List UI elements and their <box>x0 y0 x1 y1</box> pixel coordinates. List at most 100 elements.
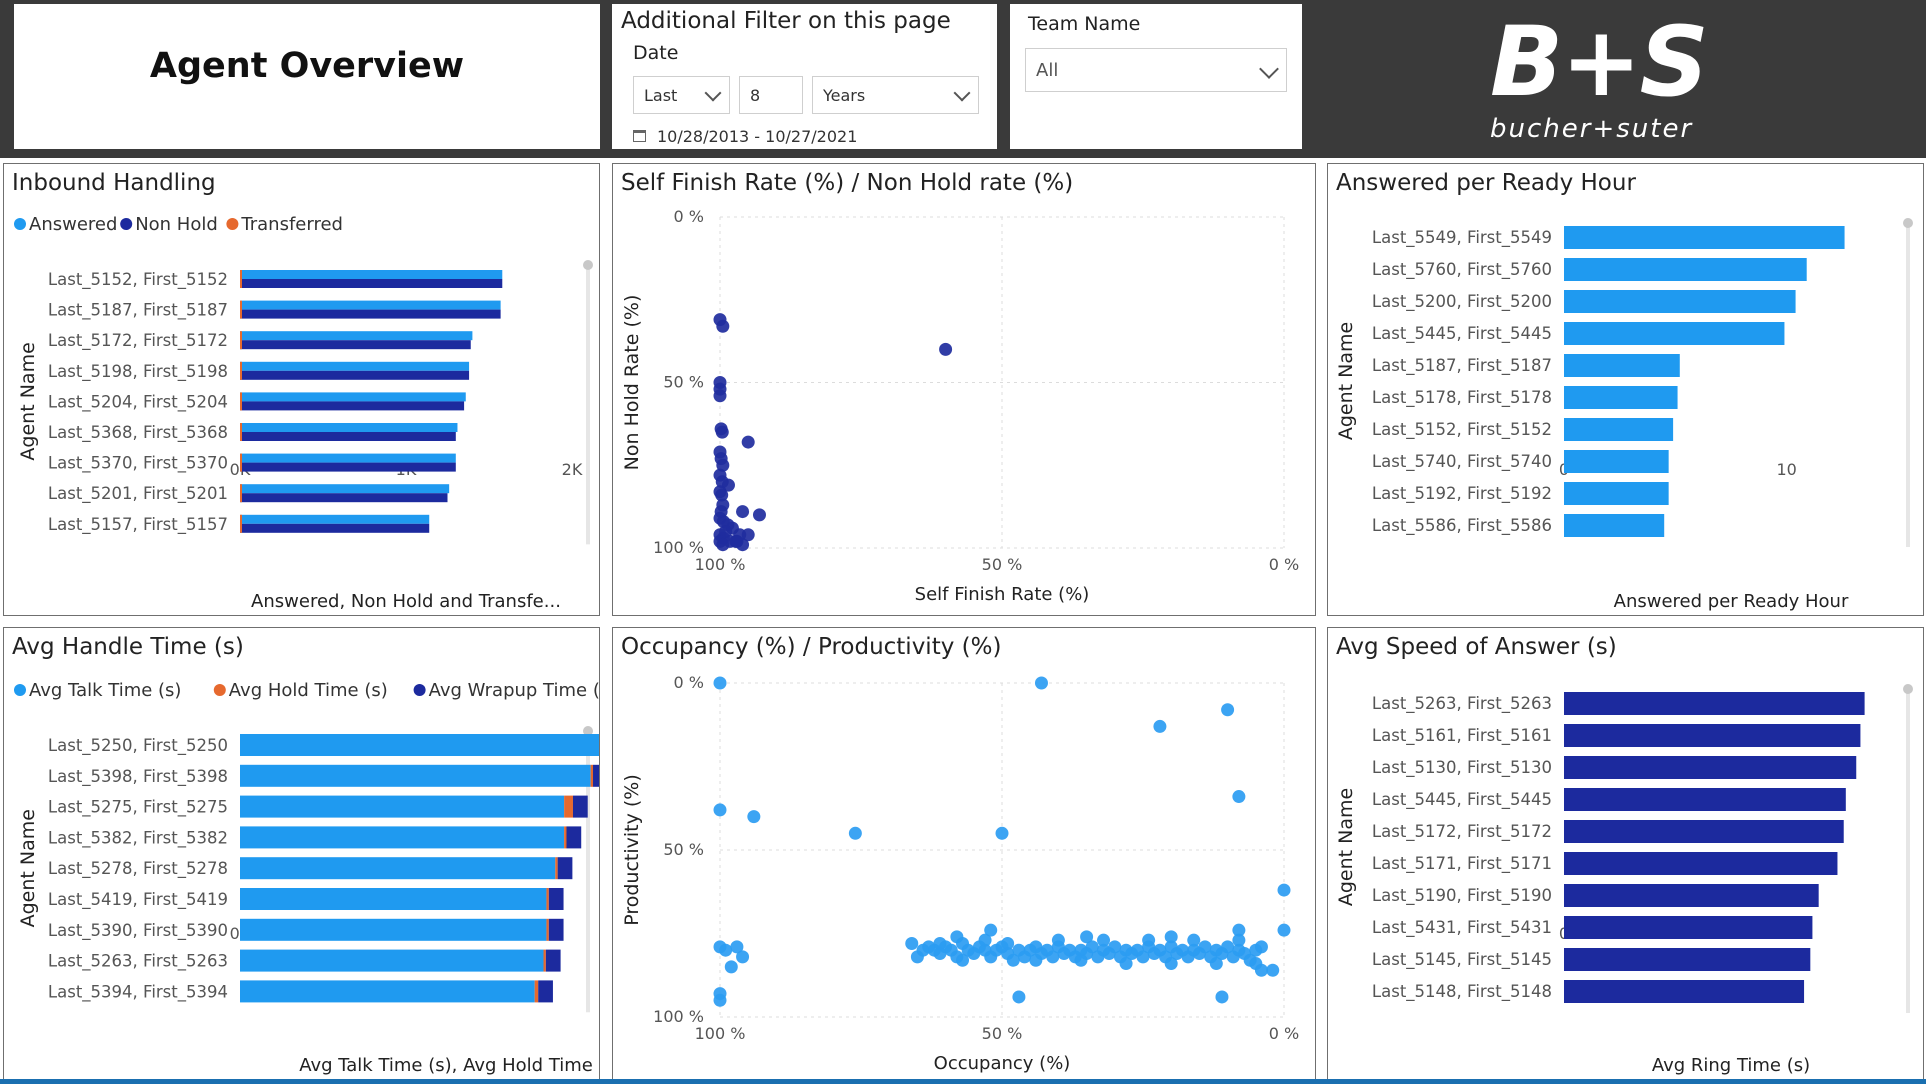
bar-hold-time <box>564 826 567 849</box>
scatter-point <box>978 933 992 947</box>
category-label: Last_5760, First_5760 <box>1372 260 1552 280</box>
scatter-point <box>1029 953 1043 967</box>
handle-chart: Avg Talk Time (s) Avg Hold Time (s) Avg Wr… <box>14 680 599 1076</box>
team-filter-card: Team Name All <box>1010 4 1302 149</box>
scatter-point <box>1232 933 1246 947</box>
date-unit-value: Years <box>823 85 866 105</box>
bar-non-hold <box>240 523 430 533</box>
bar-talk-time <box>240 826 565 849</box>
bar <box>1564 756 1857 779</box>
speed-title: Avg Speed of Answer (s) <box>1336 634 1617 660</box>
bar <box>1564 514 1665 537</box>
x-tick-label: 50 % <box>982 1024 1023 1043</box>
scatter-point <box>724 960 738 974</box>
date-unit-dropdown[interactable]: Years <box>812 76 979 114</box>
category-label: Last_5187, First_5187 <box>1372 356 1552 376</box>
scatter-point <box>736 950 750 964</box>
bar-non-hold <box>240 309 501 319</box>
selffinish-panel: Self Finish Rate (%) / Non Hold rate (%)… <box>612 163 1316 616</box>
bar-wrapup-time <box>548 888 564 910</box>
legend-label: Avg Talk Time (s) <box>29 680 181 701</box>
y-tick-label: 50 % <box>663 373 704 392</box>
bar-transferred <box>240 484 242 503</box>
bar-talk-time <box>240 888 547 910</box>
bar <box>1564 884 1819 907</box>
bar <box>1564 258 1807 281</box>
date-range-text: 10/28/2013 - 10/27/2021 <box>657 127 858 146</box>
category-label: Last_5250, First_5250 <box>48 736 228 756</box>
category-label: Last_5398, First_5398 <box>48 767 228 787</box>
scatter-point <box>950 930 964 944</box>
scatter-point <box>741 435 755 449</box>
y-tick-label: 100 % <box>653 1007 704 1026</box>
legend-marker <box>14 684 26 696</box>
y-axis-label: Agent Name <box>1335 322 1357 440</box>
bar-wrapup-time <box>593 764 599 787</box>
team-dropdown[interactable]: All <box>1025 48 1287 92</box>
bar-talk-time <box>240 980 535 1003</box>
category-label: Last_5740, First_5740 <box>1372 452 1552 472</box>
scatter-point <box>1034 676 1048 690</box>
scatter-point <box>1119 957 1133 971</box>
category-label: Last_5192, First_5192 <box>1372 484 1552 504</box>
category-label: Last_5172, First_5172 <box>48 331 228 351</box>
category-label: Last_5171, First_5171 <box>1372 854 1552 874</box>
chevron-down-icon <box>704 84 722 102</box>
bar <box>1564 226 1845 249</box>
bar <box>1564 948 1811 971</box>
date-mode-dropdown[interactable]: Last <box>633 76 730 114</box>
x-tick-label: 10 <box>1776 460 1796 479</box>
logo-mark: B+S <box>1490 6 1709 118</box>
bar-non-hold <box>240 401 465 411</box>
category-label: Last_5586, First_5586 <box>1372 516 1552 536</box>
scatter-point <box>1074 953 1088 967</box>
category-label: Last_5370, First_5370 <box>48 454 228 474</box>
legend-label: Transferred <box>240 214 343 235</box>
category-label: Last_5201, First_5201 <box>48 484 228 504</box>
scatter-point <box>1266 963 1280 977</box>
bar-transferred <box>240 331 242 350</box>
scatter-point <box>905 937 919 951</box>
inbound-title: Inbound Handling <box>12 170 216 196</box>
inbound-panel: Inbound Handling Answered Non Hold Transfe… <box>3 163 600 616</box>
scatter-point <box>719 943 733 957</box>
category-label: Last_5145, First_5145 <box>1372 950 1552 970</box>
x-tick-label: 100 % <box>695 555 746 574</box>
bar <box>1564 724 1861 747</box>
scatter-point <box>1085 940 1099 954</box>
legend-marker <box>213 684 226 696</box>
category-label: Last_5161, First_5161 <box>1372 726 1552 746</box>
x-axis-label: Self Finish Rate (%) <box>915 584 1090 605</box>
scatter-point <box>715 425 729 439</box>
date-filter-card: Additional Filter on this page Date Last… <box>612 4 997 149</box>
team-value: All <box>1036 59 1059 81</box>
x-axis-label: Avg Ring Time (s) <box>1652 1055 1810 1076</box>
x-tick-label: 100 % <box>695 1024 746 1043</box>
category-label: Last_5419, First_5419 <box>48 890 228 910</box>
bar-transferred <box>240 453 242 472</box>
date-number-input[interactable]: 8 <box>739 76 803 114</box>
company-logo: B+S bucher+suter <box>1480 6 1780 150</box>
bar-non-hold <box>240 462 456 472</box>
bar-answered <box>240 484 450 494</box>
x-tick-label: 0 % <box>1269 1024 1299 1043</box>
scatter-point <box>713 803 727 817</box>
filter-title: Additional Filter on this page <box>621 8 951 34</box>
scatter-point <box>1164 930 1178 944</box>
bar-hold-time <box>534 980 539 1003</box>
scatter-point <box>1198 940 1212 954</box>
bar-talk-time <box>240 949 544 972</box>
legend-marker <box>120 218 133 230</box>
y-tick-label: 50 % <box>663 840 704 859</box>
legend-marker <box>226 218 239 230</box>
scatter-point <box>1187 933 1201 947</box>
category-label: Last_5431, First_5431 <box>1372 918 1552 938</box>
handle-title: Avg Handle Time (s) <box>12 634 244 660</box>
logo-text: bucher+suter <box>1490 114 1694 144</box>
y-axis-label: Non Hold Rate (%) <box>621 295 643 471</box>
bar-answered <box>240 514 430 524</box>
y-axis-label: Productivity (%) <box>621 774 643 926</box>
bar-transferred <box>240 423 242 441</box>
calendar-icon <box>633 130 646 142</box>
scatter-point <box>916 943 930 957</box>
